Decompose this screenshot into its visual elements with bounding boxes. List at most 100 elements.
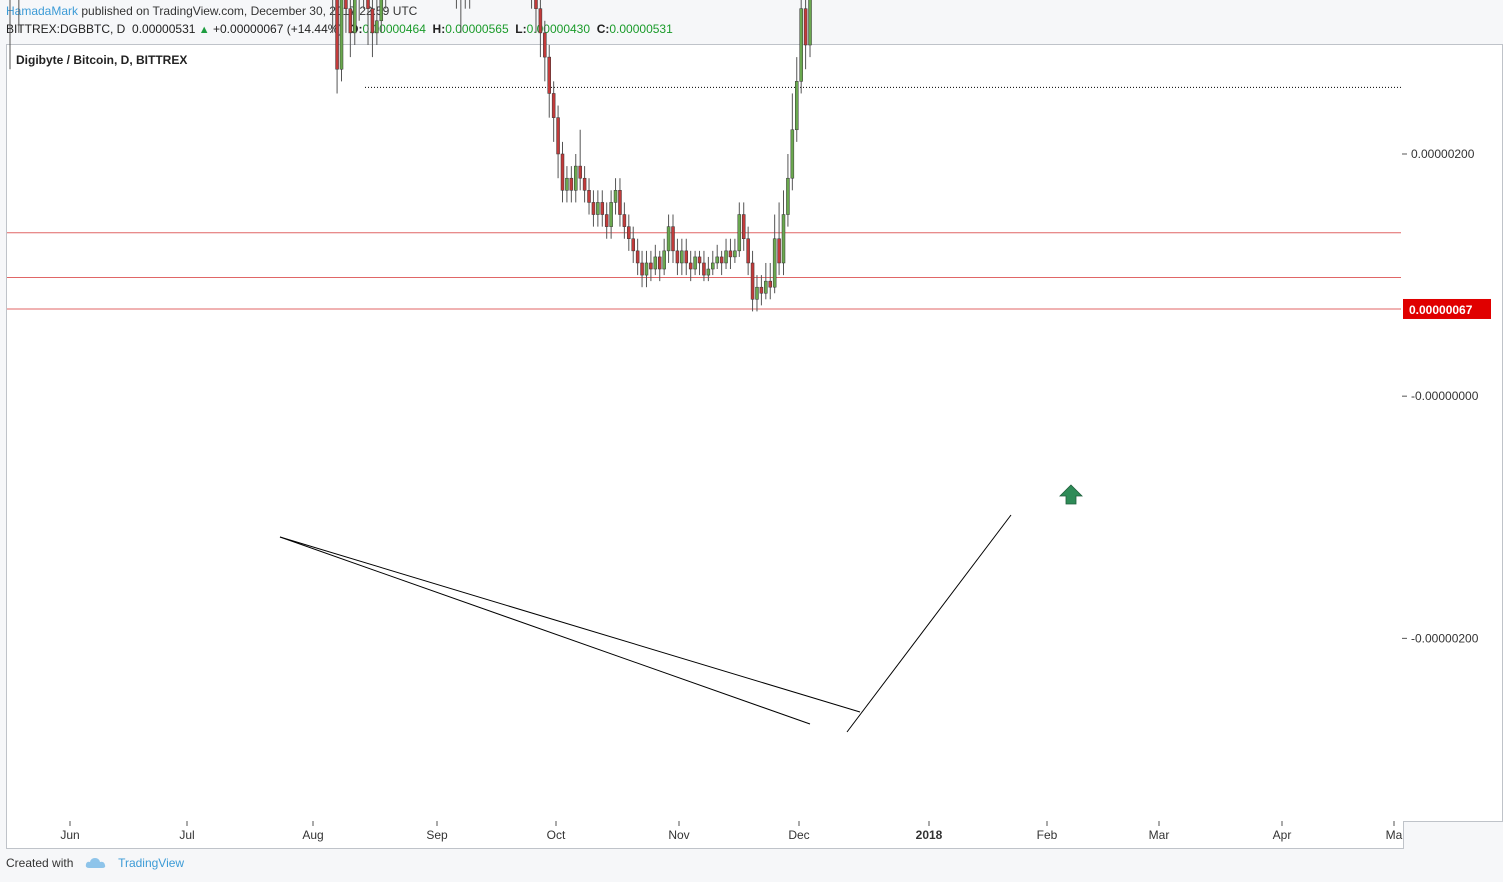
candle-body: [719, 256, 724, 264]
candle: [358, 0, 360, 21]
candle-body: [768, 280, 772, 288]
chart-header: HamadaMark published on TradingView.com,…: [0, 0, 1503, 44]
candle: [613, 178, 618, 215]
candle-body: [759, 286, 764, 294]
candle-body: [795, 81, 799, 131]
candle-body: [560, 153, 565, 191]
chart-pane[interactable]: [6, 44, 1403, 822]
candle-body: [803, 8, 808, 46]
candle: [649, 250, 653, 282]
candle: [631, 226, 635, 263]
candle-body: [750, 262, 755, 300]
candle: [596, 190, 600, 227]
author-link[interactable]: HamadaMark: [6, 4, 79, 18]
candle-body: [706, 268, 711, 276]
candle-body: [366, 0, 370, 9]
candle-body: [622, 214, 627, 227]
candle: [635, 238, 640, 276]
candle-body: [781, 214, 786, 264]
candle-body: [671, 226, 675, 252]
candle: [464, 0, 466, 9]
candle-body: [693, 256, 697, 270]
candle-body: [688, 262, 693, 270]
close-value: 0.00000531: [609, 22, 673, 36]
candle: [719, 250, 724, 276]
candle-body: [799, 8, 803, 82]
candle-body: [591, 202, 596, 215]
candle: [657, 250, 662, 282]
candle: [662, 238, 666, 276]
change-badge: [1403, 298, 1491, 319]
candle-body: [702, 262, 706, 276]
candle-body: [353, 0, 357, 34]
candle: [363, 0, 365, 9]
candle-body: [728, 250, 733, 258]
candle-body: [596, 202, 600, 215]
low-label: L:: [515, 22, 527, 36]
time-tick-label: Ma: [1386, 828, 1403, 842]
time-ticks: Jun Jul Aug Sep Oct Nov Dec 2018 Feb Mar Apr Ma: [60, 821, 1403, 842]
candle-body: [640, 262, 644, 276]
candle: [728, 238, 733, 270]
candle-body: [786, 177, 790, 215]
candle: [375, 0, 379, 45]
footer: Created with TradingView: [6, 856, 184, 870]
candle: [755, 275, 759, 312]
candle: [578, 129, 582, 191]
candle: [680, 238, 684, 276]
candle-body: [657, 256, 662, 270]
price-axis[interactable]: [1402, 44, 1503, 822]
price-ticks: 0.000028000.000026000.000024000.00002200…: [1402, 147, 1479, 645]
candle: [671, 214, 675, 263]
candle-body: [339, 0, 344, 70]
candle: [768, 262, 772, 300]
candle: [366, 0, 370, 45]
candle-body: [574, 165, 578, 191]
candle: [556, 105, 560, 179]
candle-body: [666, 226, 671, 252]
candle: [627, 214, 631, 251]
candle-body: [604, 214, 609, 227]
time-tick-label: 2018: [916, 828, 943, 842]
candle: [531, 0, 533, 9]
price-tick-label: -0.00000200: [1411, 631, 1479, 645]
candle-body: [375, 20, 379, 34]
tradingview-brand-link[interactable]: TradingView: [118, 856, 185, 870]
candle: [750, 250, 755, 312]
candle-body: [569, 177, 574, 191]
candle-body: [379, 0, 384, 22]
time-tick-label: Aug: [302, 828, 323, 842]
candle-body: [613, 190, 618, 203]
time-tick-label: Nov: [668, 828, 689, 842]
candle-body: [715, 256, 719, 264]
candle-body: [680, 250, 684, 264]
candle: [560, 141, 565, 203]
candle-body: [609, 202, 613, 227]
candle: [344, 0, 348, 33]
candle-body: [764, 280, 768, 294]
candle: [715, 244, 719, 270]
candle: [799, 0, 803, 94]
candle: [534, 0, 538, 33]
candle: [587, 178, 591, 215]
candle: [697, 250, 702, 276]
candle: [666, 214, 671, 263]
candle-body: [370, 8, 375, 34]
candle-body: [551, 93, 556, 118]
candle-body: [711, 262, 715, 270]
low-value: 0.00000430: [526, 22, 591, 36]
price-badges: 0.000005310.00000067: [1403, 298, 1491, 319]
time-tick-label: Jul: [179, 828, 194, 842]
candle: [772, 214, 777, 294]
candle-body: [556, 117, 560, 155]
candle: [693, 250, 697, 276]
created-with-label: Created with: [6, 856, 74, 870]
time-tick-label: Oct: [547, 828, 566, 842]
candle: [538, 0, 543, 58]
candle-body: [772, 238, 777, 288]
candle: [379, 0, 384, 33]
time-axis[interactable]: [6, 821, 1404, 849]
high-label: H:: [432, 22, 446, 36]
candle-body: [335, 0, 339, 70]
candle: [803, 0, 808, 70]
